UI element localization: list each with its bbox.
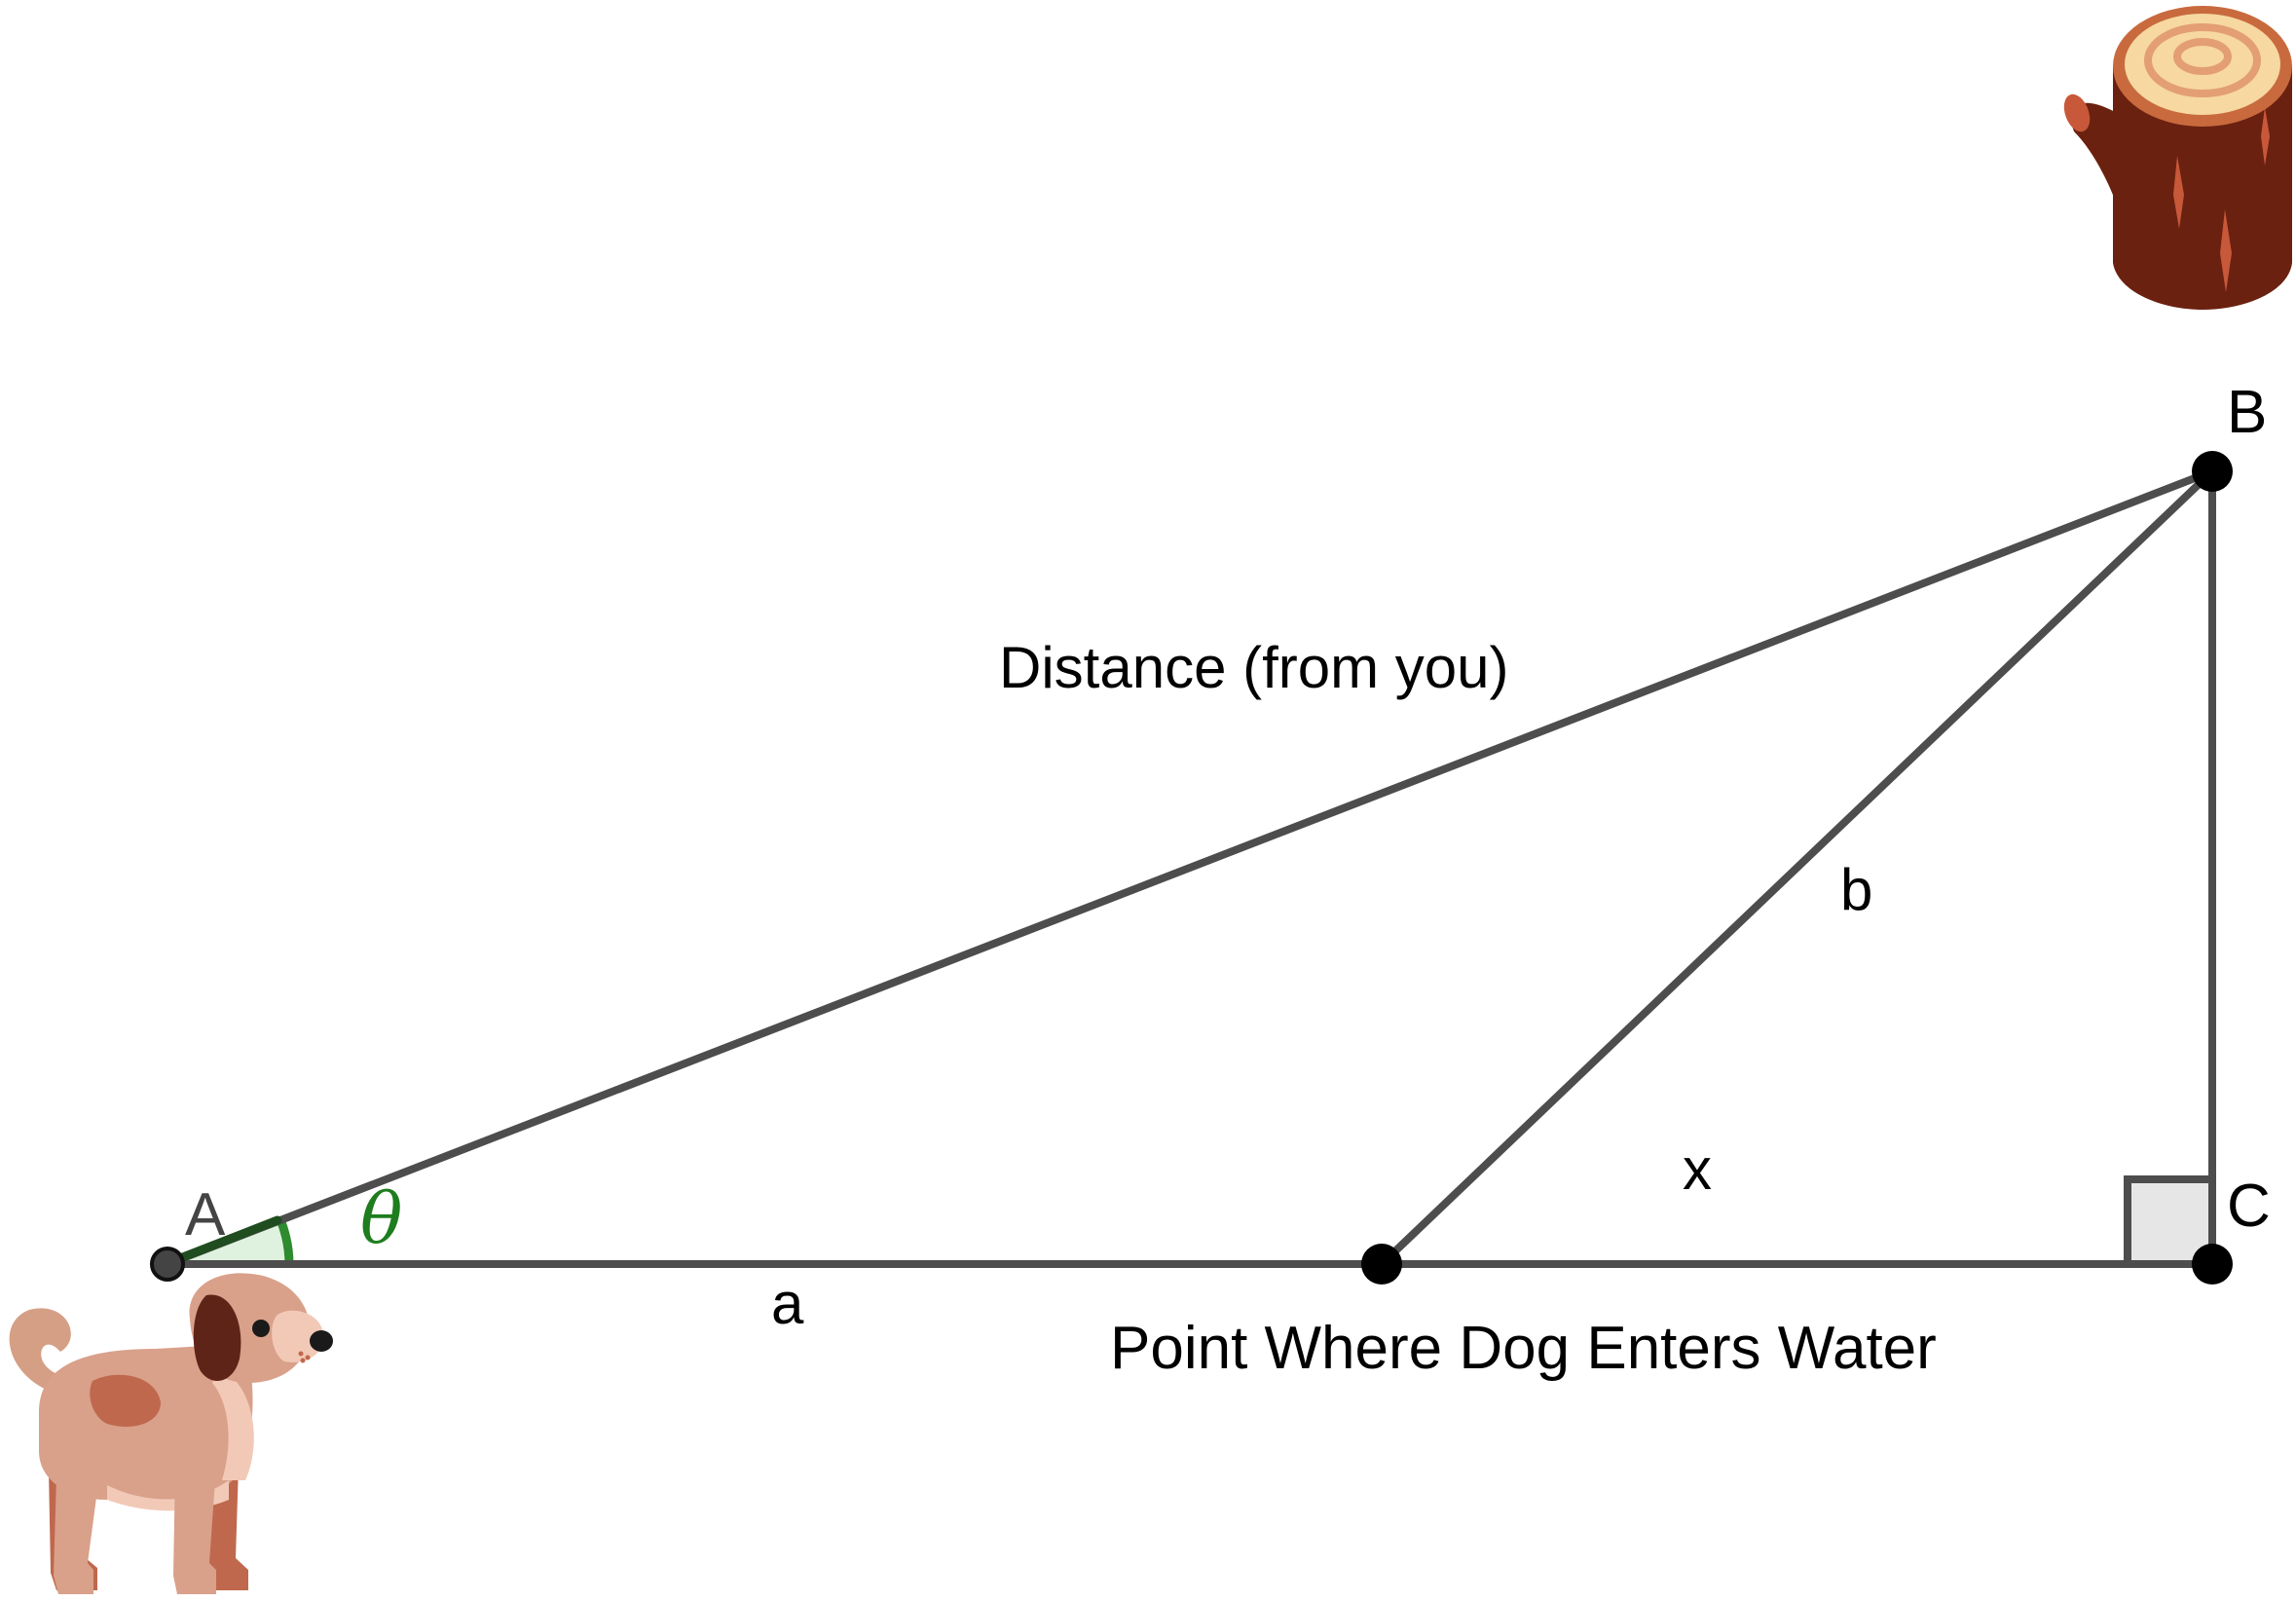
label-point-b: B	[2227, 379, 2267, 446]
segment-distance	[164, 467, 2216, 1268]
point-a	[150, 1247, 185, 1282]
point-water-entry	[1361, 1244, 1402, 1285]
point-b	[2192, 451, 2233, 492]
angle-edge-highlight	[170, 1215, 282, 1265]
label-point-c: C	[2227, 1173, 2271, 1240]
dog-icon	[9, 1273, 333, 1594]
label-a: a	[771, 1271, 804, 1336]
point-c	[2192, 1244, 2233, 1285]
label-distance: Distance (from you)	[999, 635, 1508, 700]
label-point-a: A	[185, 1181, 226, 1248]
label-theta: θ	[360, 1177, 402, 1259]
tree-stump-icon	[2063, 6, 2292, 310]
segment-b	[1378, 467, 2216, 1268]
label-x: x	[1683, 1136, 1712, 1202]
label-b: b	[1840, 857, 1872, 922]
label-water-entry: Point Where Dog Enters Water	[1110, 1315, 1937, 1382]
